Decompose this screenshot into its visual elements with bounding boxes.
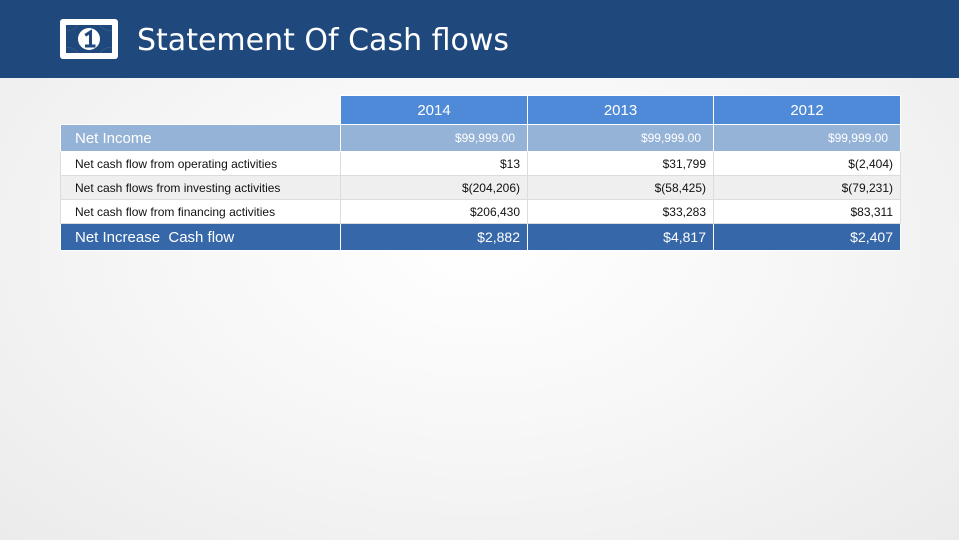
net-income-row: Net Income $99,999.00 $99,999.00 $99,999… xyxy=(60,124,901,152)
cell-value: $33,283 xyxy=(527,199,714,224)
table-row: Net cash flow from operating activities … xyxy=(60,151,901,176)
cell-value: $(58,425) xyxy=(527,175,714,200)
cell-value: $2,407 xyxy=(713,223,901,251)
year-header-2013: 2013 xyxy=(527,95,714,125)
net-increase-row: Net Increase Cash flow $2,882 $4,817 $2,… xyxy=(60,223,901,251)
cell-value: $99,999.00 xyxy=(340,124,528,152)
cell-value: $13 xyxy=(340,151,528,176)
year-header-2012: 2012 xyxy=(713,95,901,125)
row-label: Net Income xyxy=(60,124,341,152)
dollar-bill-icon xyxy=(60,19,118,59)
header-blank-cell xyxy=(61,96,341,125)
page-title: Statement Of Cash flows xyxy=(137,23,510,58)
cell-value: $83,311 xyxy=(713,199,901,224)
title-bar: Statement Of Cash flows xyxy=(0,0,959,78)
cell-value: $4,817 xyxy=(527,223,714,251)
cash-flow-table: 2014 2013 2012 Net Income $99,999.00 $99… xyxy=(60,95,901,251)
cell-value: $(2,404) xyxy=(713,151,901,176)
row-label: Net cash flow from financing activities xyxy=(60,199,341,224)
row-label: Net Increase Cash flow xyxy=(60,223,341,251)
row-label: Net cash flow from operating activities xyxy=(60,151,341,176)
cell-value: $2,882 xyxy=(340,223,528,251)
year-header-row: 2014 2013 2012 xyxy=(61,95,901,125)
cell-value: $99,999.00 xyxy=(527,124,714,152)
cell-value: $31,799 xyxy=(527,151,714,176)
year-header-2014: 2014 xyxy=(340,95,528,125)
cell-value: $(79,231) xyxy=(713,175,901,200)
row-label: Net cash flows from investing activities xyxy=(60,175,341,200)
table-row: Net cash flows from investing activities… xyxy=(60,175,901,200)
cell-value: $99,999.00 xyxy=(713,124,901,152)
cell-value: $206,430 xyxy=(340,199,528,224)
cell-value: $(204,206) xyxy=(340,175,528,200)
table-row: Net cash flow from financing activities … xyxy=(60,199,901,224)
